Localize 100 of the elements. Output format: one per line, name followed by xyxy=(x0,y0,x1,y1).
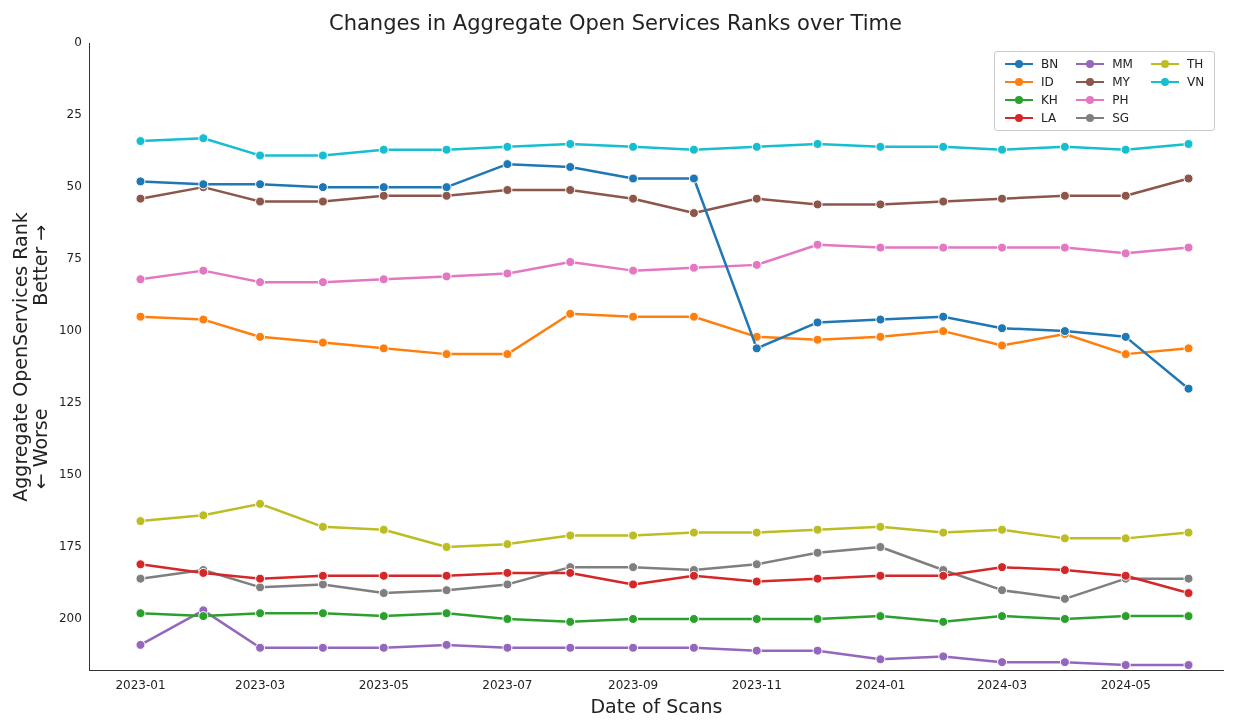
point xyxy=(198,265,209,276)
point xyxy=(255,608,266,619)
point xyxy=(441,182,452,193)
y-tick-label: 175 xyxy=(58,539,82,554)
y-tick-label: 100 xyxy=(58,323,82,338)
point xyxy=(135,274,146,285)
point xyxy=(135,176,146,187)
legend-label: KH xyxy=(1041,93,1058,108)
point xyxy=(997,611,1008,622)
point xyxy=(378,343,389,354)
point xyxy=(441,585,452,596)
point xyxy=(812,573,823,584)
point xyxy=(1120,349,1131,360)
x-tick-label: 2023-05 xyxy=(358,678,409,693)
point xyxy=(441,144,452,155)
point xyxy=(317,608,328,619)
legend-label: SG xyxy=(1112,111,1130,126)
point xyxy=(198,510,209,521)
point xyxy=(997,323,1008,334)
point xyxy=(1120,611,1131,622)
point xyxy=(751,576,762,587)
y-axis-title: Aggregate OpenServices Rank ← Worse Better → xyxy=(8,212,51,502)
point xyxy=(688,144,699,155)
x-tick-label: 2023-09 xyxy=(608,678,659,693)
point xyxy=(1120,331,1131,342)
point xyxy=(1183,242,1194,253)
point xyxy=(688,613,699,624)
point xyxy=(198,133,209,144)
point xyxy=(378,611,389,622)
point xyxy=(1120,248,1131,259)
point xyxy=(938,326,949,337)
legend-label: PH xyxy=(1112,93,1129,108)
point xyxy=(875,141,886,152)
chart-title: Changes in Aggregate Open Services Ranks over Time xyxy=(329,11,902,36)
point xyxy=(1183,611,1194,622)
point xyxy=(628,613,639,624)
point xyxy=(628,311,639,322)
point xyxy=(875,199,886,210)
point xyxy=(1059,190,1070,201)
point xyxy=(751,527,762,538)
point xyxy=(812,138,823,149)
point xyxy=(1120,660,1131,671)
point xyxy=(565,308,576,319)
point xyxy=(255,331,266,342)
point xyxy=(875,331,886,342)
point xyxy=(1059,657,1070,668)
point xyxy=(317,150,328,161)
point xyxy=(565,138,576,149)
point xyxy=(1059,533,1070,544)
point xyxy=(255,573,266,584)
point xyxy=(1183,527,1194,538)
point xyxy=(255,498,266,509)
y-tick-label: 200 xyxy=(58,611,82,626)
point xyxy=(198,611,209,622)
point xyxy=(751,613,762,624)
point xyxy=(751,141,762,152)
point xyxy=(688,570,699,581)
point xyxy=(1183,173,1194,184)
point xyxy=(565,642,576,653)
point xyxy=(1183,343,1194,354)
y-tick-label: 25 xyxy=(66,107,82,122)
point xyxy=(378,144,389,155)
point xyxy=(565,257,576,267)
y-tick-label: 0 xyxy=(74,35,82,50)
point xyxy=(1120,144,1131,155)
point xyxy=(135,573,146,584)
point xyxy=(938,141,949,152)
legend-label: TH xyxy=(1186,57,1204,72)
point xyxy=(1059,141,1070,152)
point xyxy=(502,567,513,578)
point xyxy=(502,349,513,360)
point xyxy=(135,311,146,322)
point xyxy=(751,259,762,270)
point xyxy=(751,559,762,570)
point xyxy=(938,196,949,207)
point xyxy=(502,141,513,152)
point xyxy=(255,277,266,288)
point xyxy=(938,242,949,253)
point xyxy=(317,642,328,653)
point xyxy=(997,144,1008,155)
point xyxy=(628,579,639,590)
point xyxy=(1120,190,1131,201)
x-tick-label: 2024-01 xyxy=(855,678,906,693)
x-axis-title: Date of Scans xyxy=(590,694,723,717)
y-tick-label: 75 xyxy=(66,251,82,266)
point xyxy=(628,642,639,653)
x-tick-label: 2024-03 xyxy=(976,678,1028,693)
point xyxy=(938,651,949,662)
point xyxy=(255,179,266,190)
point xyxy=(628,193,639,204)
point xyxy=(255,150,266,161)
point xyxy=(812,524,823,535)
point xyxy=(628,530,639,541)
point xyxy=(688,527,699,538)
point xyxy=(997,242,1008,253)
y-tick-label: 125 xyxy=(58,395,82,410)
point xyxy=(1183,383,1194,394)
point xyxy=(1120,533,1131,544)
point xyxy=(135,559,146,570)
point xyxy=(317,337,328,348)
